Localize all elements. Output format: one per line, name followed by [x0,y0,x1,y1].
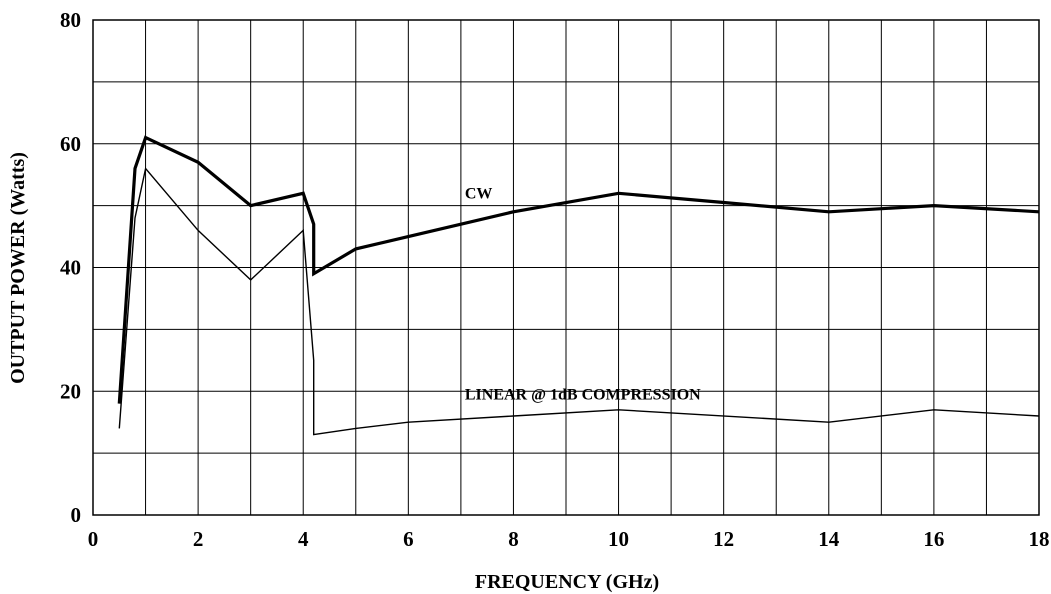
x-tick-label: 8 [508,527,519,551]
y-tick-label: 60 [60,132,81,156]
x-axis-title: FREQUENCY (GHz) [475,571,659,593]
x-tick-label: 18 [1029,527,1050,551]
x-tick-label: 12 [713,527,734,551]
series-label-cw: CW [465,185,493,202]
x-tick-label: 4 [298,527,309,551]
grid [92,19,1040,516]
x-tick-label: 16 [923,527,944,551]
series-label-linear-1db-compression: LINEAR @ 1dB COMPRESSION [465,386,701,403]
series-line-cw [117,135,1040,404]
x-tick-labels: 0 2 4 6 8 10 12 14 16 18 [88,527,1050,551]
x-tick-label: 6 [403,527,414,551]
series-lines [117,135,1040,436]
y-tick-label: 80 [60,8,81,32]
x-tick-label: 14 [818,527,840,551]
series-labels: CW LINEAR @ 1dB COMPRESSION [465,185,701,403]
y-tick-labels: 0 20 40 60 80 [60,8,81,527]
y-tick-label: 40 [60,256,81,280]
plot-frame [92,19,1040,516]
y-tick-label: 0 [71,503,82,527]
y-axis-title: OUTPUT POWER (Watts) [7,152,29,384]
x-tick-label: 10 [608,527,629,551]
x-tick-label: 2 [193,527,204,551]
x-tick-label: 0 [88,527,99,551]
y-tick-label: 20 [60,379,81,403]
series-line-linear-1db-compression [118,166,1040,436]
